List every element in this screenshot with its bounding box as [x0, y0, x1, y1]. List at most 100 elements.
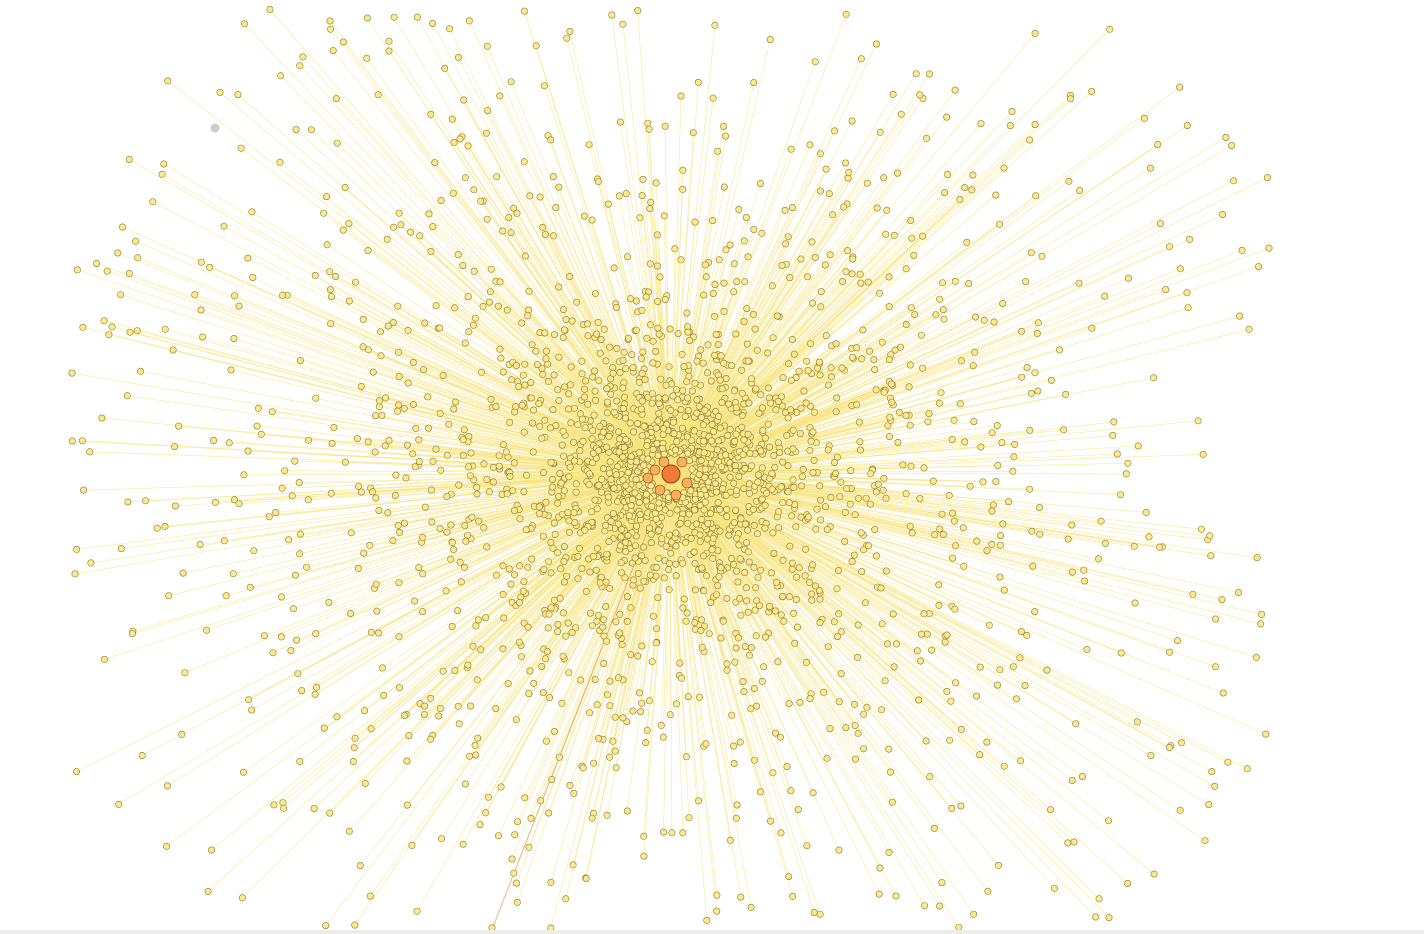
graph-node[interactable] [588, 373, 596, 381]
graph-node[interactable] [906, 421, 914, 429]
graph-node[interactable] [549, 544, 557, 552]
graph-node[interactable] [709, 534, 717, 542]
graph-node[interactable] [565, 390, 573, 398]
graph-node[interactable] [750, 226, 758, 234]
graph-node[interactable] [616, 629, 624, 637]
graph-node[interactable] [117, 545, 125, 553]
graph-node[interactable] [132, 237, 140, 245]
graph-node[interactable] [726, 473, 734, 481]
graph-node[interactable] [772, 578, 780, 586]
graph-node[interactable] [68, 369, 76, 377]
graph-node[interactable] [935, 399, 943, 407]
graph-node[interactable] [579, 437, 587, 445]
graph-node[interactable] [596, 422, 604, 430]
graph-node[interactable] [638, 369, 646, 377]
graph-node[interactable] [747, 903, 755, 911]
graph-node[interactable] [757, 566, 765, 574]
graph-node[interactable] [616, 542, 624, 550]
graph-node[interactable] [448, 538, 456, 546]
graph-node[interactable] [1131, 599, 1139, 607]
graph-node[interactable] [381, 442, 389, 450]
graph-node[interactable] [817, 303, 825, 311]
graph-node[interactable] [390, 13, 398, 21]
graph-node[interactable] [1166, 648, 1174, 656]
graph-node[interactable] [1068, 776, 1076, 784]
graph-node[interactable] [235, 302, 243, 310]
graph-node[interactable] [483, 42, 491, 50]
graph-node[interactable] [674, 396, 682, 404]
graph-node[interactable] [806, 446, 814, 454]
graph-node[interactable] [691, 506, 699, 514]
graph-node[interactable] [239, 768, 247, 776]
graph-node[interactable] [774, 397, 782, 405]
graph-node[interactable] [638, 642, 646, 650]
graph-node[interactable] [797, 255, 805, 263]
graph-node[interactable] [545, 694, 553, 702]
graph-node[interactable] [859, 546, 867, 554]
graph-node[interactable] [672, 700, 680, 708]
graph-node[interactable] [1218, 596, 1226, 604]
graph-node[interactable] [523, 312, 531, 320]
graph-node[interactable] [78, 437, 86, 445]
graph-node[interactable] [787, 145, 795, 153]
graph-node[interactable] [455, 720, 463, 728]
graph-node[interactable] [611, 713, 619, 721]
graph-node[interactable] [633, 522, 641, 530]
graph-node[interactable] [842, 724, 850, 732]
graph-node[interactable] [385, 47, 393, 55]
graph-node[interactable] [992, 477, 1000, 485]
graph-node[interactable] [510, 204, 518, 212]
graph-node[interactable] [858, 355, 866, 363]
graph-node[interactable] [809, 468, 817, 476]
graph-node[interactable] [945, 491, 953, 499]
graph-node[interactable] [71, 570, 79, 578]
graph-node[interactable] [848, 353, 856, 361]
graph-node[interactable] [591, 675, 599, 683]
graph-node[interactable] [292, 126, 300, 134]
hub-neighbor-node[interactable] [681, 477, 693, 489]
graph-node[interactable] [733, 801, 741, 809]
graph-node[interactable] [596, 579, 604, 587]
graph-node[interactable] [683, 609, 691, 617]
graph-node[interactable] [619, 714, 627, 722]
graph-node[interactable] [484, 107, 492, 115]
graph-node[interactable] [288, 492, 296, 500]
graph-node[interactable] [619, 476, 627, 484]
graph-node[interactable] [808, 238, 816, 246]
graph-node[interactable] [983, 738, 991, 746]
graph-node[interactable] [560, 543, 568, 551]
graph-node[interactable] [716, 527, 724, 535]
graph-node[interactable] [827, 373, 835, 381]
graph-node[interactable] [821, 261, 829, 269]
graph-node[interactable] [742, 584, 750, 592]
graph-node[interactable] [179, 569, 187, 577]
graph-node[interactable] [683, 433, 691, 441]
graph-node[interactable] [832, 408, 840, 416]
graph-node[interactable] [1000, 164, 1008, 172]
graph-node[interactable] [339, 226, 347, 234]
graph-node[interactable] [597, 335, 605, 343]
graph-node[interactable] [403, 757, 411, 765]
graph-node[interactable] [377, 352, 385, 360]
graph-node[interactable] [998, 439, 1006, 447]
graph-node[interactable] [1092, 913, 1100, 921]
graph-node[interactable] [634, 569, 642, 577]
graph-node[interactable] [574, 552, 582, 560]
graph-node[interactable] [265, 513, 273, 521]
graph-node[interactable] [1068, 521, 1076, 529]
graph-node[interactable] [484, 793, 492, 801]
graph-node[interactable] [979, 478, 987, 486]
graph-node[interactable] [524, 623, 532, 631]
graph-node[interactable] [744, 430, 752, 438]
graph-node[interactable] [547, 604, 555, 612]
graph-node[interactable] [855, 418, 863, 426]
graph-node[interactable] [685, 814, 693, 822]
graph-node[interactable] [919, 232, 927, 240]
graph-node[interactable] [798, 482, 806, 490]
graph-node[interactable] [346, 609, 354, 617]
graph-node[interactable] [878, 706, 886, 714]
graph-node[interactable] [1008, 108, 1016, 116]
graph-node[interactable] [1010, 453, 1018, 461]
graph-node[interactable] [615, 192, 623, 200]
graph-node[interactable] [711, 351, 719, 359]
